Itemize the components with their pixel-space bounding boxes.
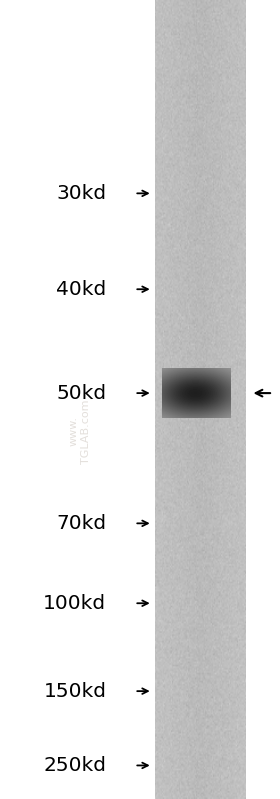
Text: 100kd: 100kd [43, 594, 106, 613]
Text: 70kd: 70kd [56, 514, 106, 533]
Text: 50kd: 50kd [56, 384, 106, 403]
Text: www.
TGLAB.com: www. TGLAB.com [69, 400, 91, 463]
Text: 250kd: 250kd [43, 756, 106, 775]
Text: 150kd: 150kd [43, 682, 106, 701]
Text: 30kd: 30kd [56, 184, 106, 203]
Text: 40kd: 40kd [56, 280, 106, 299]
